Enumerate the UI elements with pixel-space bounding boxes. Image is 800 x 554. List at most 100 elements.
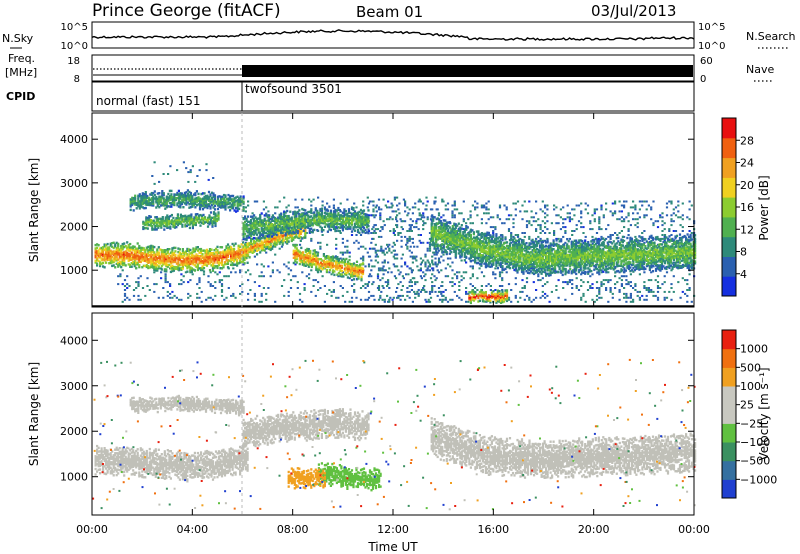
- power-band-cell: [191, 226, 194, 230]
- power-band-cell: [103, 266, 106, 269]
- power-band-cell: [214, 221, 217, 224]
- power-band-cell: [144, 257, 147, 261]
- power-band-cell: [102, 253, 105, 256]
- power-scatter-cell: [162, 173, 165, 175]
- power-band-cell: [352, 272, 356, 276]
- power-band-cell: [171, 255, 174, 259]
- power-band-cell: [142, 247, 145, 250]
- power-band-cell: [339, 269, 342, 273]
- power-band-cell: [250, 226, 253, 229]
- power-scatter-cell: [593, 208, 596, 211]
- power-band-cell: [205, 264, 209, 267]
- power-scatter-cell: [431, 290, 434, 293]
- power-band-cell: [307, 255, 310, 258]
- power-band-cell: [213, 256, 216, 259]
- power-band-cell: [192, 200, 195, 203]
- power-band-cell: [152, 199, 155, 202]
- power-scatter-cell: [541, 220, 544, 223]
- power-band-cell: [168, 258, 171, 261]
- power-band-cell: [307, 262, 310, 265]
- power-band-cell: [298, 255, 301, 259]
- power-band-cell: [281, 219, 284, 222]
- power-scatter-cell: [510, 241, 513, 244]
- power-band-cell: [292, 249, 295, 252]
- power-band-cell: [162, 202, 165, 205]
- power-band-cell: [304, 250, 307, 254]
- power-band-cell: [189, 191, 192, 195]
- power-band-cell: [239, 200, 242, 203]
- power-band-cell: [245, 251, 248, 254]
- power-band-cell: [141, 248, 144, 251]
- power-band-cell: [331, 213, 334, 216]
- power-band-cell: [157, 261, 160, 265]
- power-band-cell: [229, 196, 232, 200]
- power-scatter-cell: [376, 275, 380, 278]
- power-band-cell: [165, 261, 168, 264]
- power-band-cell: [295, 213, 298, 216]
- power-band-cell: [204, 258, 207, 261]
- power-band-cell: [108, 249, 111, 253]
- power-scatter-cell: [607, 224, 610, 227]
- power-band-cell: [165, 195, 168, 198]
- power-band-cell: [228, 250, 231, 254]
- power-band-cell: [325, 270, 328, 274]
- power-scatter-cell: [548, 267, 551, 270]
- power-band-cell: [163, 262, 166, 266]
- power-scatter-cell: [205, 169, 208, 172]
- power-band-cell: [198, 258, 201, 261]
- power-scatter-cell: [359, 298, 363, 301]
- power-scatter-cell: [402, 277, 405, 280]
- power-band-cell: [260, 226, 263, 229]
- power-scatter-cell: [386, 218, 389, 221]
- nsky-trace: [91, 29, 695, 41]
- power-band-cell: [277, 223, 280, 226]
- power-scatter-cell: [686, 283, 689, 286]
- power-band-cell: [301, 256, 304, 259]
- power-band-cell: [138, 260, 141, 263]
- power-scatter-cell: [395, 290, 398, 293]
- power-band-cell: [164, 219, 167, 223]
- power-scatter-cell: [656, 281, 660, 284]
- power-scatter-cell: [514, 294, 517, 297]
- power-band-cell: [319, 258, 322, 261]
- power-band-cell: [174, 258, 177, 262]
- power-scatter-cell: [423, 275, 426, 278]
- power-band-cell: [260, 212, 263, 215]
- power-band-cell: [331, 225, 334, 228]
- power-band-cell: [161, 195, 164, 198]
- power-scatter-cell: [494, 289, 497, 291]
- power-band-cell: [337, 271, 340, 275]
- power-scatter-cell: [355, 239, 358, 242]
- power-scatter-cell: [607, 300, 610, 303]
- power-band-cell: [186, 263, 189, 266]
- power-band-cell: [329, 225, 332, 228]
- power-scatter-cell: [474, 208, 477, 211]
- power-scatter-cell: [230, 294, 233, 297]
- power-scatter-cell: [205, 298, 208, 301]
- power-band-cell: [173, 222, 176, 226]
- power-band-cell: [205, 255, 209, 259]
- power-scatter-cell: [200, 300, 203, 303]
- power-scatter-cell: [544, 292, 547, 295]
- power-scatter-cell: [634, 204, 637, 207]
- power-band-cell: [204, 261, 207, 265]
- power-band-cell: [355, 220, 358, 224]
- power-band-cell: [352, 212, 355, 215]
- power-band-cell: [298, 257, 301, 260]
- power-scatter-cell: [582, 226, 585, 229]
- power-scatter-cell: [661, 237, 664, 240]
- power-scatter-cell: [580, 296, 583, 299]
- power-band-cell: [141, 202, 144, 206]
- power-scatter-cell: [690, 300, 693, 303]
- power-band-cell: [260, 249, 263, 252]
- power-band-cell: [284, 211, 287, 214]
- power-scatter-cell: [428, 247, 432, 250]
- power-scatter-cell: [372, 247, 375, 250]
- power-band-cell: [343, 264, 346, 267]
- power-band-cell: [340, 259, 343, 262]
- power-scatter-cell: [348, 251, 351, 254]
- power-scatter-cell: [595, 298, 599, 301]
- power-band-cell: [257, 246, 260, 250]
- power-band-cell: [244, 220, 247, 224]
- power-scatter-cell: [241, 283, 244, 286]
